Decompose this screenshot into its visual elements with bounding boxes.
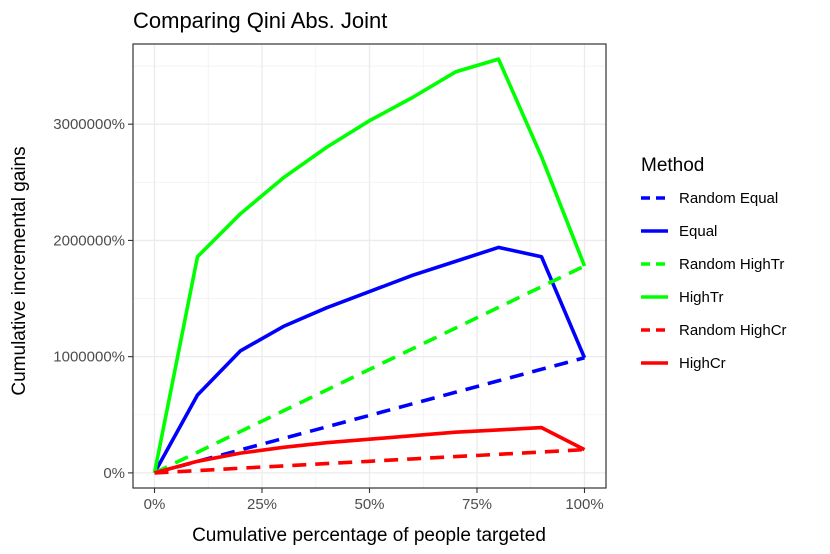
y-tick-label: 2000000%	[53, 232, 125, 249]
series-lines	[152, 57, 587, 475]
legend-label: Random HighTr	[679, 256, 784, 273]
axes: 0% 25% 50% 75% 100% 0% 1000000% 2000000% 3000000…	[53, 43, 607, 513]
series-line-equal	[152, 245, 587, 474]
x-tick-label: 50%	[354, 496, 384, 513]
legend-label: Equal	[679, 223, 717, 240]
y-tick-label: 3000000%	[53, 116, 125, 133]
y-tick-label: 0%	[103, 465, 125, 482]
series-line-random-hightr	[153, 264, 586, 475]
x-tick-label: 25%	[247, 496, 277, 513]
chart-title: Comparing Qini Abs. Joint	[133, 8, 387, 33]
x-tick-label: 0%	[144, 496, 166, 513]
series-line-hightr	[152, 57, 587, 474]
x-tick-label: 75%	[462, 496, 492, 513]
legend-label: Random Equal	[679, 190, 778, 207]
gridlines	[133, 44, 606, 488]
x-axis-title: Cumulative percentage of people targeted	[192, 525, 546, 546]
y-tick-label: 1000000%	[53, 349, 125, 366]
legend-label: HighTr	[679, 289, 723, 306]
series-line-random-equal	[154, 356, 585, 475]
x-tick-label: 100%	[565, 496, 603, 513]
legend: Method Random Equal Equal Random HighTr Hig…	[641, 155, 787, 372]
legend-label: HighCr	[679, 355, 726, 372]
y-axis-title: Cumulative incremental gains	[9, 146, 30, 395]
legend-title: Method	[641, 155, 704, 176]
legend-label: Random HighCr	[679, 322, 787, 339]
series-line-random-highcr	[154, 447, 585, 475]
series-line-highcr	[154, 425, 586, 475]
